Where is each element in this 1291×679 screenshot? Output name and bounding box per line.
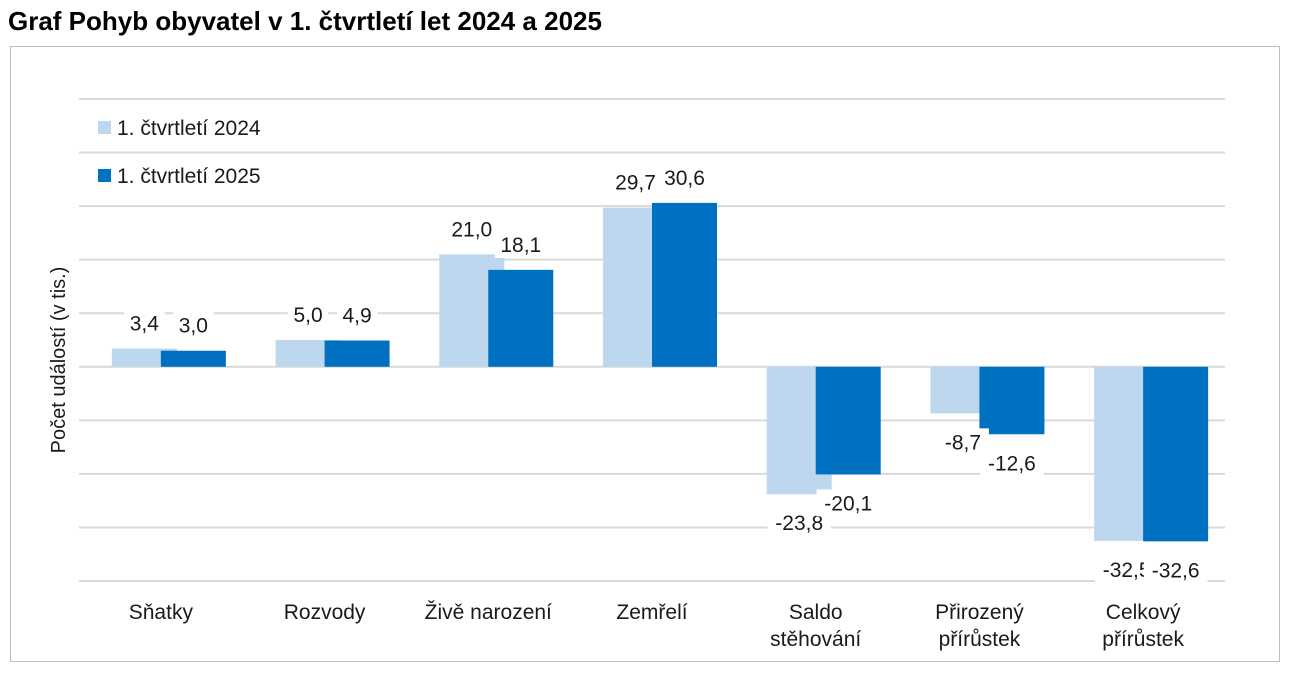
- data-label-bg: [173, 311, 214, 339]
- data-label-bg: [445, 215, 498, 243]
- category-label-5-line1: Saldo: [789, 601, 843, 624]
- data-label-s1-c7: -32,5: [1103, 559, 1151, 582]
- data-label-bg: [124, 309, 165, 337]
- category-label-7-line2: přírůstek: [1102, 628, 1184, 651]
- data-labels: 3,4 5,0 21,0 29,7 -23,8 -8,7 -32,5 3,0 4,9 18,1 30…: [124, 163, 1208, 584]
- y-axis-title: Počet událostí (v tis.): [48, 267, 70, 454]
- data-label-s2-c2: 4,9: [342, 305, 371, 328]
- data-label-s2-c7: -32,6: [1152, 559, 1200, 582]
- legend: 1. čtvrtletí 2024 1. čtvrtletí 2025: [98, 117, 261, 188]
- bar-chart: 3,4 5,0 21,0 29,7 -23,8 -8,7 -32,5 3,0 4,9 18,1 30…: [48, 98, 1225, 651]
- category-label-3: Živě narození: [425, 601, 552, 624]
- category-label-6-line2: přírůstek: [939, 628, 1021, 651]
- bar-s2-c6: [979, 366, 1045, 435]
- bar-s2-c7: [1143, 366, 1209, 542]
- bar-s2-c1: [160, 350, 226, 367]
- data-label-bg: [980, 449, 1044, 477]
- legend-label-1: 1. čtvrtletí 2024: [117, 117, 261, 140]
- data-label-s2-c5: -20,1: [824, 492, 872, 515]
- bar-s2-c3: [488, 269, 554, 367]
- legend-swatch-2: [98, 169, 111, 182]
- legend-label-2: 1. čtvrtletí 2025: [117, 165, 261, 188]
- category-labels: Sňatky Rozvody Živě narození Zemřelí Saldo st…: [129, 601, 1185, 651]
- data-label-bg: [658, 163, 711, 191]
- category-label-6-line1: Přirozený: [935, 601, 1024, 624]
- chart-frame: 3,4 5,0 21,0 29,7 -23,8 -8,7 -32,5 3,0 4,9 18,1 30…: [10, 46, 1280, 662]
- category-label-5-line2: stěhování: [770, 628, 861, 651]
- data-label-s1-c3: 21,0: [451, 218, 492, 241]
- data-label-s1-c2: 5,0: [293, 304, 322, 327]
- data-label-s1-c6: -8,7: [945, 431, 981, 454]
- data-label-s1-c5: -23,8: [775, 512, 823, 535]
- data-label-bg: [494, 230, 547, 258]
- category-label-7-line1: Celkový: [1106, 601, 1181, 624]
- page-title: Graf Pohyb obyvatel v 1. čtvrtletí let 2…: [8, 6, 602, 36]
- data-label-s1-c4: 29,7: [615, 172, 656, 195]
- legend-swatch-1: [98, 121, 111, 134]
- data-label-bg: [336, 301, 378, 329]
- data-label-s2-c1: 3,0: [179, 315, 208, 338]
- bar-s2-c2: [324, 340, 390, 367]
- category-label-2: Rozvody: [284, 601, 366, 624]
- data-label-s2-c6: -12,6: [988, 452, 1036, 475]
- data-label-bg: [816, 489, 880, 517]
- data-label-bg: [1143, 556, 1208, 584]
- bars: [111, 202, 1209, 542]
- category-label-4: Zemřelí: [616, 601, 687, 624]
- data-label-bg: [287, 301, 329, 328]
- data-label-s2-c4: 30,6: [664, 167, 705, 190]
- bar-s2-c4: [652, 202, 717, 367]
- category-label-1: Sňatky: [129, 601, 194, 624]
- data-label-s1-c1: 3,4: [130, 313, 160, 336]
- data-label-s2-c3: 18,1: [500, 234, 541, 257]
- bar-s2-c5: [815, 366, 881, 475]
- bar-s1-c1: [111, 348, 177, 367]
- data-label-bg: [609, 168, 662, 196]
